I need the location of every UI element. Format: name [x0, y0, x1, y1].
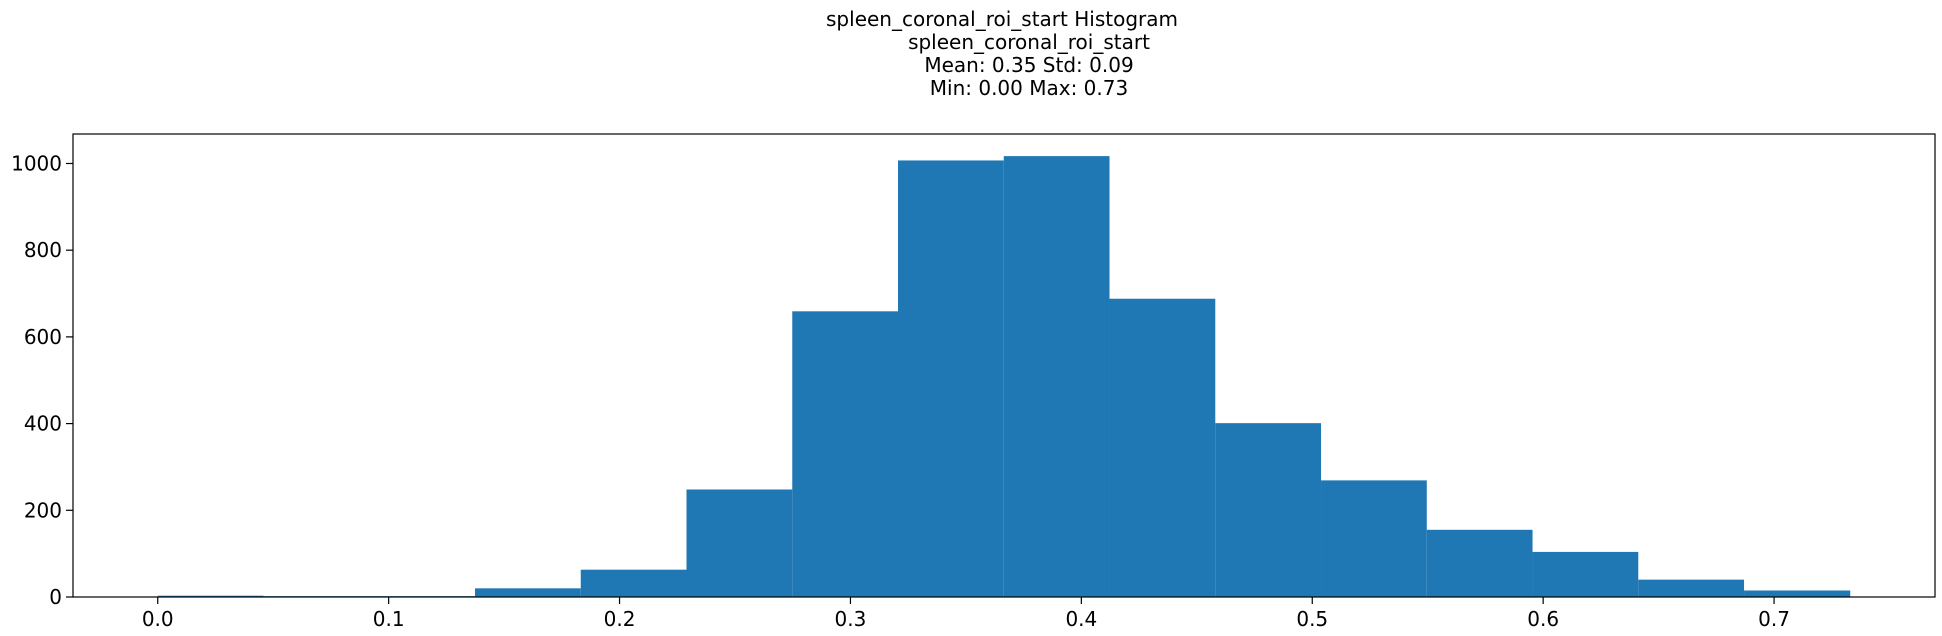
y-tick-label: 200	[24, 498, 62, 522]
histogram-bar	[1003, 156, 1110, 597]
y-tick-label: 400	[24, 412, 62, 436]
histogram-bar	[580, 569, 687, 597]
histogram-bar	[1109, 298, 1216, 597]
histogram-bar	[792, 311, 899, 597]
x-tick-label: 0.3	[835, 607, 867, 631]
y-tick-label: 1000	[11, 151, 62, 175]
axes-frame	[72, 133, 1936, 598]
histogram-bar	[1321, 480, 1427, 597]
histogram-bar	[475, 588, 581, 597]
histogram-bar	[1638, 579, 1745, 597]
chart-title: spleen_coronal_roi_start Histogram splee…	[826, 7, 1178, 100]
y-tick-label: 800	[24, 238, 62, 262]
x-tick-label: 0.1	[373, 607, 405, 631]
title-line-3: Mean: 0.35 Std: 0.09	[924, 53, 1133, 77]
title-line-4: Min: 0.00 Max: 0.73	[930, 76, 1128, 100]
x-tick-label: 0.0	[142, 607, 174, 631]
title-line-2: spleen_coronal_roi_start	[908, 30, 1150, 54]
histogram-bar	[1426, 529, 1533, 597]
x-tick-label: 0.4	[1065, 607, 1097, 631]
histogram-bar	[686, 489, 793, 597]
x-tick-label: 0.2	[604, 607, 636, 631]
y-axis: 0 200 400 600 800 1000	[11, 151, 73, 609]
x-tick-label: 0.5	[1296, 607, 1328, 631]
x-tick-label: 0.6	[1527, 607, 1559, 631]
x-axis: 0.0 0.1 0.2 0.3 0.4 0.5 0.6 0.7	[142, 597, 1790, 631]
histogram-bar	[1215, 423, 1322, 597]
y-tick-label: 0	[49, 585, 62, 609]
y-tick-label: 600	[24, 325, 62, 349]
x-tick-label: 0.7	[1758, 607, 1790, 631]
histogram-bar	[157, 595, 264, 597]
histogram-bar	[1744, 590, 1851, 597]
histogram-bar	[898, 160, 1004, 597]
title-line-1: spleen_coronal_roi_start Histogram	[826, 7, 1178, 31]
histogram-bars	[157, 156, 1851, 597]
histogram-bar	[1532, 551, 1639, 597]
